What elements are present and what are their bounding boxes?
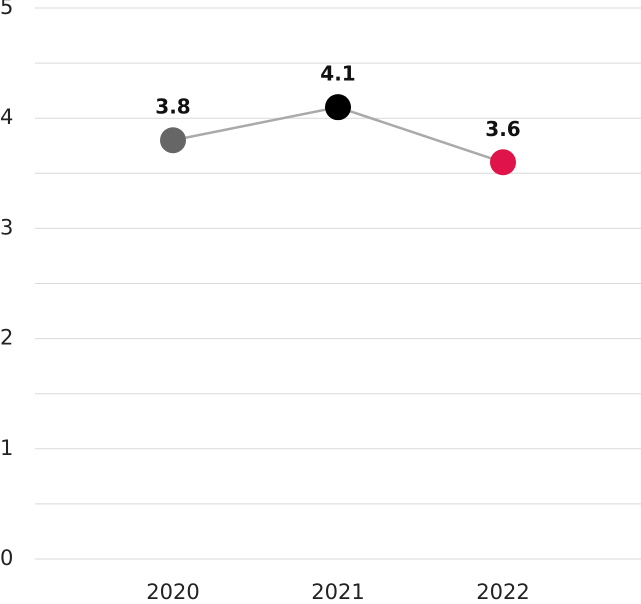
x-tick-label: 2022 — [476, 580, 529, 604]
y-tick-label: 1 — [0, 436, 13, 460]
point — [325, 94, 351, 121]
x-tick-label: 2021 — [311, 580, 364, 604]
y-tick-label: 4 — [0, 105, 13, 129]
y-tick-label: 2 — [0, 326, 13, 350]
point — [490, 149, 516, 176]
value-label: 3.8 — [155, 95, 190, 119]
y-tick-label: 5 — [0, 0, 13, 19]
y-tick-label: 0 — [0, 546, 13, 570]
x-tick-label: 2020 — [146, 580, 199, 604]
y-tick-label: 3 — [0, 215, 13, 239]
point — [160, 127, 186, 154]
value-label: 3.6 — [485, 117, 520, 141]
value-label: 4.1 — [320, 62, 355, 86]
